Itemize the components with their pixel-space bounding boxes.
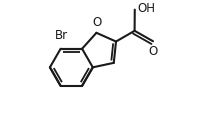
Text: O: O — [93, 16, 102, 29]
Text: O: O — [148, 45, 158, 58]
Text: Br: Br — [55, 29, 68, 42]
Text: OH: OH — [137, 2, 155, 15]
